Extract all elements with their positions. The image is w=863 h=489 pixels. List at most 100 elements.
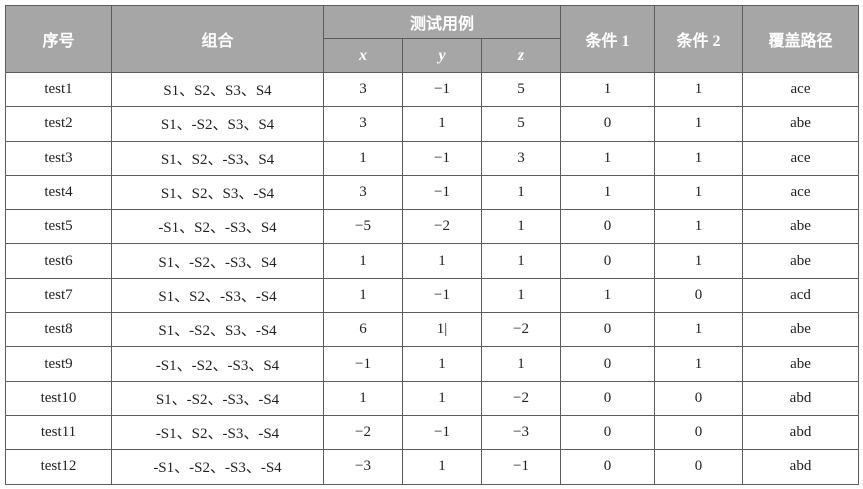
cell-condition-2: 1 [654, 312, 743, 348]
cell-condition-1: 1 [560, 71, 655, 108]
cell-condition-1: 0 [560, 414, 655, 451]
table-row: test9 -S1、-S2、-S3、S4 −1 1 1 0 1 abe [5, 346, 859, 382]
cell-path: abe [742, 106, 859, 142]
table-row: test10 S1、-S2、-S3、-S4 1 1 −2 0 0 abd [5, 380, 859, 416]
cell-path: abe [742, 346, 859, 382]
cell-x: −2 [323, 414, 403, 451]
cell-y: −1 [402, 174, 482, 211]
cell-condition-1: 1 [560, 277, 655, 314]
cell-condition-2: 1 [654, 346, 743, 382]
cell-combo: -S1、S2、-S3、-S4 [111, 414, 324, 451]
cell-combo: S1、-S2、-S3、S4 [111, 243, 324, 279]
cell-x: −1 [323, 346, 403, 382]
cell-x: −3 [323, 449, 403, 485]
cell-combo: S1、-S2、S3、S4 [111, 106, 324, 142]
table-row: test11 -S1、S2、-S3、-S4 −2 −1 −3 0 0 abd [5, 414, 859, 451]
header-path: 覆盖路径 [742, 5, 859, 73]
cell-path: abd [742, 414, 859, 451]
cell-id: test11 [5, 414, 112, 451]
cell-id: test8 [5, 312, 112, 348]
cell-z: 1 [481, 243, 561, 279]
cell-z: 5 [481, 71, 561, 108]
cell-z: 1 [481, 174, 561, 211]
table-row: test1 S1、S2、S3、S4 3 −1 5 1 1 ace [5, 71, 859, 108]
header-condition-1: 条件 1 [560, 5, 655, 73]
cell-id: test3 [5, 140, 112, 176]
cell-combo: S1、S2、-S3、-S4 [111, 277, 324, 314]
header-combo: 组合 [111, 5, 324, 73]
cell-condition-2: 1 [654, 106, 743, 142]
cell-x: 1 [323, 277, 403, 314]
cell-condition-1: 1 [560, 174, 655, 211]
header-test-case: 测试用例 [323, 5, 561, 39]
cell-x: 3 [323, 71, 403, 108]
table-row: test4 S1、S2、S3、-S4 3 −1 1 1 1 ace [5, 174, 859, 211]
cell-y: 1 [402, 106, 482, 142]
cell-id: test9 [5, 346, 112, 382]
cell-combo: S1、-S2、S3、-S4 [111, 312, 324, 348]
cell-id: test4 [5, 174, 112, 211]
cell-combo: S1、S2、S3、S4 [111, 71, 324, 108]
cell-z: 1 [481, 346, 561, 382]
table-row: test7 S1、S2、-S3、-S4 1 −1 1 1 0 acd [5, 277, 859, 314]
cell-condition-1: 0 [560, 346, 655, 382]
header-y: y [402, 38, 482, 73]
cell-z: −1 [481, 449, 561, 485]
cell-condition-2: 1 [654, 209, 743, 245]
cell-y: −2 [402, 209, 482, 245]
cell-path: ace [742, 71, 859, 108]
cell-z: −2 [481, 380, 561, 416]
cell-x: 6 [323, 312, 403, 348]
cell-condition-2: 1 [654, 140, 743, 176]
test-case-table: 序号 组合 测试用例 条件 1 条件 2 覆盖路径 x y z test1 S1… [5, 5, 859, 485]
table-row: test5 -S1、S2、-S3、S4 −5 −2 1 0 1 abe [5, 209, 859, 245]
header-index: 序号 [5, 5, 112, 73]
table-row: test3 S1、S2、-S3、S4 1 −1 3 1 1 ace [5, 140, 859, 176]
cell-x: 1 [323, 243, 403, 279]
cell-path: abe [742, 243, 859, 279]
cell-x: 3 [323, 106, 403, 142]
cell-x: −5 [323, 209, 403, 245]
cell-combo: -S1、S2、-S3、S4 [111, 209, 324, 245]
cell-z: 1 [481, 277, 561, 314]
cell-z: 1 [481, 209, 561, 245]
cell-id: test2 [5, 106, 112, 142]
table-header: 序号 组合 测试用例 条件 1 条件 2 覆盖路径 x y z [5, 5, 859, 73]
cell-combo: S1、-S2、-S3、-S4 [111, 380, 324, 416]
cell-condition-1: 1 [560, 140, 655, 176]
table-row: test2 S1、-S2、S3、S4 3 1 5 0 1 abe [5, 106, 859, 142]
cell-y: −1 [402, 414, 482, 451]
cell-id: test10 [5, 380, 112, 416]
header-x: x [323, 38, 403, 73]
cell-combo: -S1、-S2、-S3、S4 [111, 346, 324, 382]
cell-z: 5 [481, 106, 561, 142]
cell-condition-1: 0 [560, 312, 655, 348]
cell-path: acd [742, 277, 859, 314]
cell-condition-1: 0 [560, 380, 655, 416]
cell-combo: -S1、-S2、-S3、-S4 [111, 449, 324, 485]
header-z: z [481, 38, 561, 73]
cell-path: ace [742, 174, 859, 211]
cell-x: 3 [323, 174, 403, 211]
cell-condition-2: 1 [654, 174, 743, 211]
cell-y: 1 [402, 449, 482, 485]
cell-y: 1 [402, 346, 482, 382]
cell-z: 3 [481, 140, 561, 176]
cell-y: −1 [402, 71, 482, 108]
cell-path: abd [742, 380, 859, 416]
cell-x: 1 [323, 380, 403, 416]
cell-combo: S1、S2、-S3、S4 [111, 140, 324, 176]
cell-z: −2 [481, 312, 561, 348]
cell-condition-2: 1 [654, 243, 743, 279]
cell-id: test7 [5, 277, 112, 314]
cell-y: 1 [402, 380, 482, 416]
cell-id: test1 [5, 71, 112, 108]
cell-condition-1: 0 [560, 449, 655, 485]
cell-path: abd [742, 449, 859, 485]
cell-y: −1 [402, 140, 482, 176]
table-body: test1 S1、S2、S3、S4 3 −1 5 1 1 ace test2 S… [5, 71, 859, 485]
cell-condition-1: 0 [560, 209, 655, 245]
cell-combo: S1、S2、S3、-S4 [111, 174, 324, 211]
cell-path: abe [742, 209, 859, 245]
cell-id: test12 [5, 449, 112, 485]
